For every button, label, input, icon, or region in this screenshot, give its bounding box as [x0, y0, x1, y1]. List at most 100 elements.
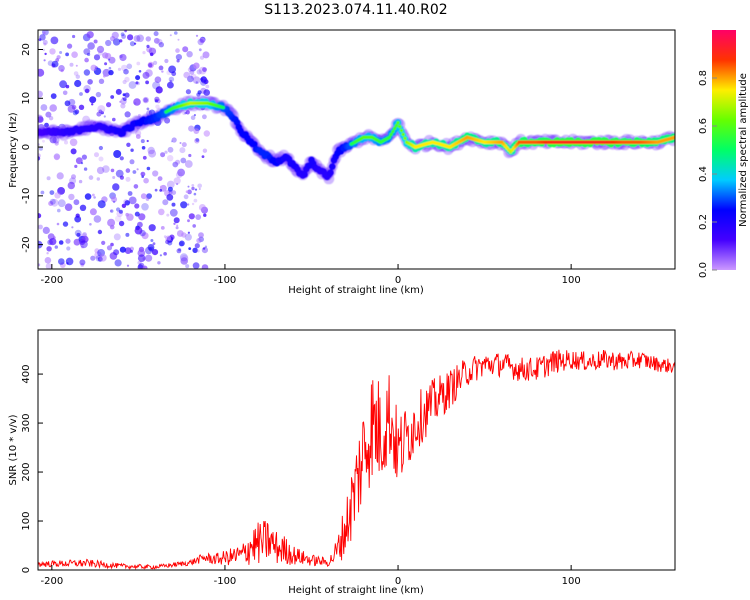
- scatter-blob: [87, 42, 95, 50]
- scatter-blob: [143, 97, 148, 103]
- scatter-blob: [142, 155, 147, 160]
- scatter-blob: [146, 166, 151, 171]
- scatter-blob: [138, 213, 146, 221]
- scatter-blob: [145, 36, 151, 42]
- scatter-blob: [171, 190, 177, 196]
- scatter-blob: [175, 48, 180, 53]
- scatter-blob: [64, 100, 71, 107]
- scatter-blob: [198, 204, 206, 211]
- scatter-blob: [184, 233, 192, 241]
- scatter-blob: [48, 116, 54, 121]
- scatter-blob: [71, 226, 74, 229]
- scatter-blob: [155, 104, 160, 109]
- scatter-blob: [73, 71, 79, 76]
- scatter-blob: [183, 194, 189, 200]
- scatter-blob: [96, 166, 105, 175]
- scatter-blob: [187, 185, 190, 188]
- scatter-blob: [152, 170, 159, 177]
- scatter-blob: [130, 250, 134, 253]
- scatter-blob: [94, 248, 100, 254]
- scatter-blob: [133, 35, 141, 42]
- scatter-blob: [146, 139, 149, 143]
- scatter-blob: [50, 36, 59, 45]
- scatter-blob: [98, 145, 103, 151]
- scatter-blob: [68, 193, 75, 201]
- scatter-blob: [138, 70, 142, 73]
- scatter-blob: [196, 238, 202, 244]
- scatter-blob: [84, 193, 92, 200]
- scatter-blob: [119, 53, 127, 62]
- ridge-point: [301, 171, 308, 178]
- scatter-blob: [193, 62, 200, 69]
- spectrogram-y-label: Frequency (Hz): [8, 112, 19, 188]
- scatter-blob: [49, 190, 55, 196]
- scatter-blob: [201, 206, 208, 214]
- scatter-blob: [105, 39, 112, 47]
- scatter-blob: [199, 55, 205, 60]
- scatter-blob: [57, 199, 66, 208]
- scatter-blob: [167, 155, 174, 162]
- scatter-blob: [174, 31, 178, 35]
- scatter-blob: [64, 203, 73, 211]
- scatter-blob: [179, 253, 188, 262]
- scatter-blob: [188, 247, 192, 251]
- scatter-blob: [195, 138, 200, 142]
- scatter-blob: [167, 146, 174, 153]
- scatter-blob: [48, 201, 54, 206]
- scatter-blob: [46, 252, 49, 255]
- scatter-blob: [124, 111, 131, 118]
- scatter-blob: [151, 249, 159, 256]
- scatter-blob: [178, 248, 182, 252]
- scatter-blob: [71, 51, 78, 58]
- scatter-blob: [49, 104, 57, 112]
- scatter-blob: [80, 245, 84, 249]
- scatter-blob: [121, 64, 128, 72]
- scatter-blob: [109, 209, 113, 213]
- scatter-blob: [188, 213, 195, 220]
- scatter-blob: [121, 34, 126, 39]
- scatter-blob: [45, 111, 52, 118]
- scatter-blob: [158, 65, 164, 71]
- ridge-peak: [394, 123, 399, 128]
- scatter-blob: [167, 186, 173, 192]
- scatter-blob: [38, 146, 43, 151]
- scatter-blob: [189, 69, 195, 75]
- scatter-blob: [118, 209, 123, 214]
- scatter-blob: [72, 34, 76, 39]
- scatter-blob: [182, 46, 189, 53]
- snr-frame: [37, 329, 676, 571]
- scatter-blob: [176, 182, 179, 186]
- scatter-blob: [56, 222, 60, 226]
- scatter-blob: [186, 51, 193, 58]
- scatter-blob: [154, 188, 158, 192]
- colorbar-tick-label: 0.2: [698, 214, 709, 230]
- scatter-blob: [133, 184, 139, 189]
- scatter-blob: [147, 244, 155, 251]
- scatter-blob: [58, 258, 65, 265]
- scatter-blob: [45, 263, 52, 269]
- scatter-blob: [150, 239, 154, 242]
- scatter-blob: [100, 111, 104, 115]
- scatter-blob: [101, 240, 106, 245]
- ridge-peak: [401, 132, 406, 137]
- scatter-blob: [187, 219, 190, 223]
- scatter-blob: [69, 62, 74, 67]
- scatter-blob: [166, 213, 170, 217]
- scatter-blob: [59, 80, 67, 89]
- scatter-blob: [160, 152, 166, 158]
- scatter-blob: [76, 232, 81, 237]
- colorbar: 0.0 0.2 0.4 0.6 0.8 Normalized spectral ampl…: [698, 30, 749, 278]
- scatter-blob: [104, 62, 108, 66]
- scatter-blob: [42, 39, 48, 45]
- scatter-blob: [203, 213, 207, 217]
- scatter-blob: [38, 90, 43, 98]
- scatter-blob: [194, 188, 198, 191]
- scatter-blob: [95, 91, 102, 98]
- scatter-blob: [112, 200, 116, 204]
- scatter-blob: [142, 265, 148, 269]
- scatter-blob: [128, 196, 137, 205]
- scatter-blob: [158, 208, 165, 216]
- scatter-blob: [38, 224, 43, 230]
